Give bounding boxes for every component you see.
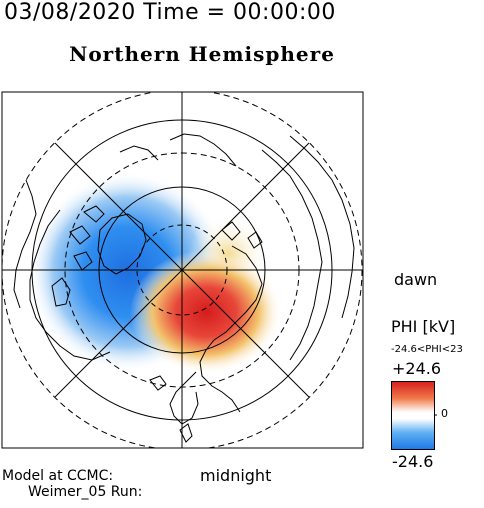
dawn-label: dawn <box>394 270 438 289</box>
model-label: Model at CCMC: <box>2 468 114 484</box>
meridian-diagonal-2 <box>54 142 310 398</box>
map-frame <box>1 91 364 449</box>
midnight-label: midnight <box>200 466 272 485</box>
model-run-label: Weimer_05 Run: <box>28 484 143 500</box>
coastlines <box>13 133 355 443</box>
polar-potential-map <box>0 90 390 452</box>
positive-potential-cell <box>130 250 282 374</box>
colorbar-title: PHI [kV] <box>391 317 456 336</box>
colorbar-range: -24.6<PHI<23 <box>391 344 463 355</box>
colorbar-min-label: -24.6 <box>392 452 434 471</box>
colorbar <box>391 381 437 450</box>
colorbar-zero-label: 0 <box>441 407 448 420</box>
hemisphere-title: Northern Hemisphere <box>69 42 335 66</box>
date-time-label: 03/08/2020 Time = 00:00:00 <box>4 0 336 25</box>
colorbar-gradient <box>391 381 435 450</box>
colorbar-max-label: +24.6 <box>392 359 442 378</box>
